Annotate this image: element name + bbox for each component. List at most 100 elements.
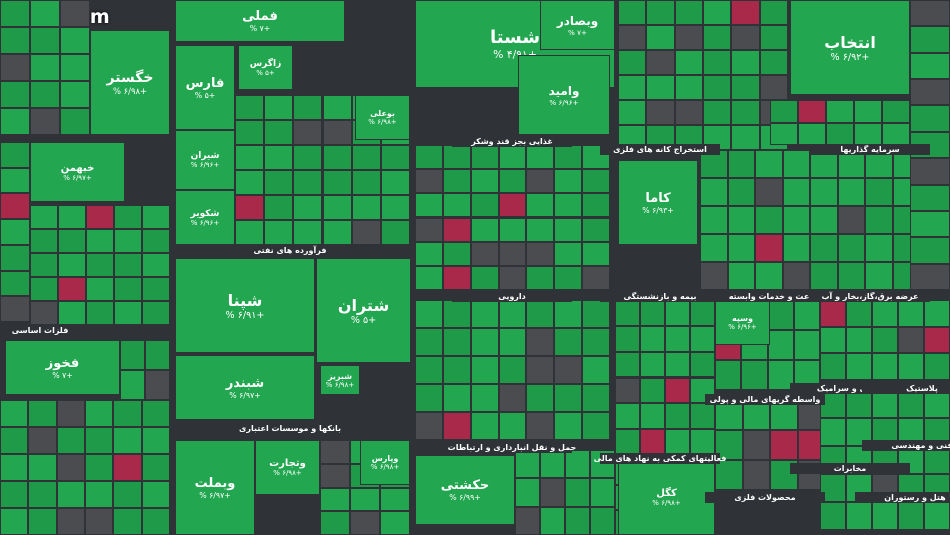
filler-tile [554,169,583,194]
filler-tile [470,145,499,170]
filler-tile [264,145,294,170]
filler-tile [264,195,294,220]
filler-tile [415,300,443,328]
filler-tile [646,100,675,125]
filler-tile [846,502,872,530]
filler-tile [755,262,783,290]
tile-name: شتران [337,295,390,315]
tile-name: وتجارت [269,458,306,469]
filler-tile [498,145,527,170]
filler-tile [0,54,30,81]
sector-label: فعالیتهای کمکی به نهاد های مالی [593,454,727,463]
filler-tile [782,150,810,178]
filler-tile [865,262,893,290]
tile-change: +۶/۹۳ % [642,205,674,215]
tile-change: +۵ % [350,314,377,326]
filler-tile [30,301,58,325]
filler-tile [58,277,86,301]
filler-tile [350,511,380,535]
filler-tile [0,219,30,245]
tile-name: وبملت [194,475,236,491]
filler-tile [114,229,142,253]
filler-tile [515,506,540,535]
filler-tile [565,478,590,507]
sector-band [230,423,350,434]
filler-tile [820,353,846,380]
filler-tile [554,145,583,170]
filler-tile [582,300,610,328]
filler-tile [715,460,743,490]
filler-tile [674,50,703,75]
filler-tile [60,54,90,81]
filler-tile [846,300,872,327]
filler-tile [910,158,950,185]
filler-tile [498,384,527,412]
sector-label: مخابرات [833,464,867,473]
tile: وپارس +۶/۹۸ % [360,440,410,485]
filler-tile [235,145,265,170]
filler-tile [565,450,590,479]
filler-tile [235,220,265,245]
filler-tile [770,100,798,123]
filler-tile [28,427,57,454]
filler-tile [526,356,555,384]
filler-tile [690,351,715,378]
filler-tile [910,210,950,238]
filler-tile [141,427,170,454]
filler-tile [741,360,768,390]
filler-tile [320,487,350,512]
filler-tile [826,122,854,145]
filler-tile [690,325,715,352]
tile-name: شبریز [327,371,353,381]
filler-tile [703,0,732,25]
filler-tile [30,277,58,301]
filler-tile [731,0,760,25]
filler-tile [515,478,540,507]
filler-tile [582,169,610,194]
filler-tile [526,241,555,266]
filler-tile [60,0,90,27]
filler-tile [470,300,499,328]
filler-tile [58,301,86,325]
filler-tile [703,25,732,50]
tile-change: +۶/۹۸ % [370,463,400,471]
filler-tile [442,193,471,218]
filler-tile [56,481,85,508]
filler-tile [742,460,770,490]
filler-tile [798,122,826,145]
filler-tile [898,300,924,327]
filler-tile [690,300,715,326]
filler-tile [554,193,583,218]
filler-tile [872,326,898,354]
filler-tile [86,229,114,253]
filler-tile [640,377,665,404]
filler-tile [293,120,323,145]
filler-tile [30,27,60,54]
filler-tile [526,217,555,242]
filler-tile [690,429,715,455]
filler-tile [820,326,846,354]
filler-tile [674,100,703,125]
filler-tile [810,262,838,290]
filler-tile [665,403,690,430]
filler-tile [30,253,58,277]
filler-tile [0,454,29,481]
filler-tile [837,234,865,262]
filler-tile [727,262,755,290]
sector-band [600,144,720,155]
filler-tile [731,50,760,75]
filler-tile [86,253,114,277]
tile: کگل +۶/۹۸ % [618,460,715,535]
tile-change: +۶/۹۷ % [63,173,92,182]
filler-tile [646,50,675,75]
tile-name: خبهمن [60,162,95,174]
filler-tile [727,234,755,262]
filler-tile [498,356,527,384]
tile-change: +۵ % [194,90,216,100]
filler-tile [498,217,527,242]
filler-tile [264,170,294,195]
filler-tile [85,481,114,508]
tile: خگستر +۶/۹۸ % [90,30,170,135]
filler-tile [898,502,924,530]
sector-band [705,394,825,405]
